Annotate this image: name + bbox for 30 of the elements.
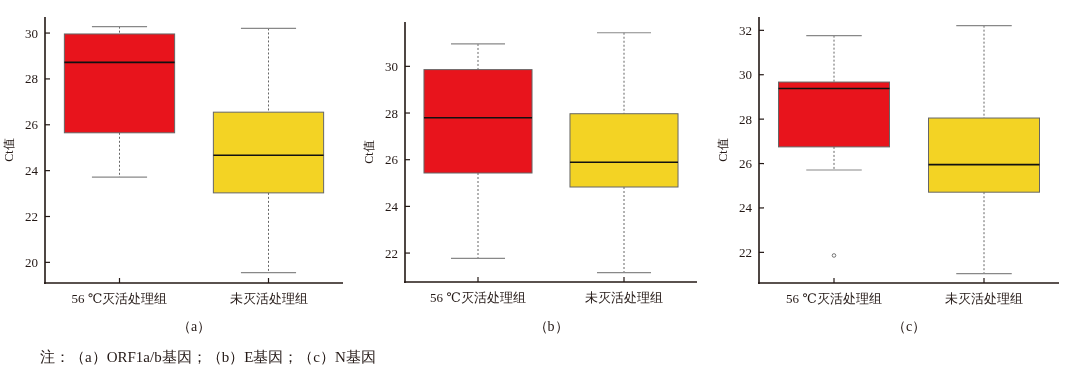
y-tick-label: 28 [739, 111, 752, 127]
y-tick-label: 30 [25, 25, 38, 41]
x-tick-label: 未灭活处理组 [229, 291, 308, 306]
x-axis-title: （c） [891, 319, 927, 334]
x-axis-title: （a） [176, 319, 212, 334]
y-axis-title: Ct值 [362, 140, 376, 164]
y-tick-label: 24 [25, 163, 39, 179]
y-tick-label: 28 [25, 71, 38, 87]
y-tick-label: 28 [385, 105, 398, 121]
x-axis-title: （b） [533, 319, 569, 334]
y-tick-label: 22 [25, 209, 38, 224]
x-tick-label: 未灭活处理组 [945, 291, 1023, 306]
y-tick-label: 26 [25, 117, 39, 133]
y-tick-label: 30 [385, 58, 398, 74]
x-tick-label: 56 ℃灭活处理组 [786, 291, 882, 306]
text: 注：（a）ORF1a/b基因；（b）E基因；（c）N基因 [40, 349, 376, 365]
y-tick-label: 24 [385, 198, 399, 214]
y-tick-label: 26 [739, 156, 753, 172]
y-axis-title: Ct值 [716, 138, 730, 162]
x-tick-label: 56 ℃灭活处理组 [71, 291, 168, 306]
x-tick-label: 未灭活处理组 [585, 290, 663, 305]
y-tick-label: 24 [739, 200, 753, 216]
y-tick-label: 20 [25, 254, 38, 270]
y-tick-label: 22 [739, 244, 752, 260]
x-tick-label: 56 ℃灭活处理组 [430, 290, 526, 305]
y-tick-label: 22 [385, 245, 398, 261]
y-tick-label: 32 [739, 22, 752, 38]
y-tick-label: 30 [739, 67, 752, 83]
y-tick-label: 26 [385, 152, 399, 168]
y-axis-title: Ct值 [2, 138, 16, 162]
